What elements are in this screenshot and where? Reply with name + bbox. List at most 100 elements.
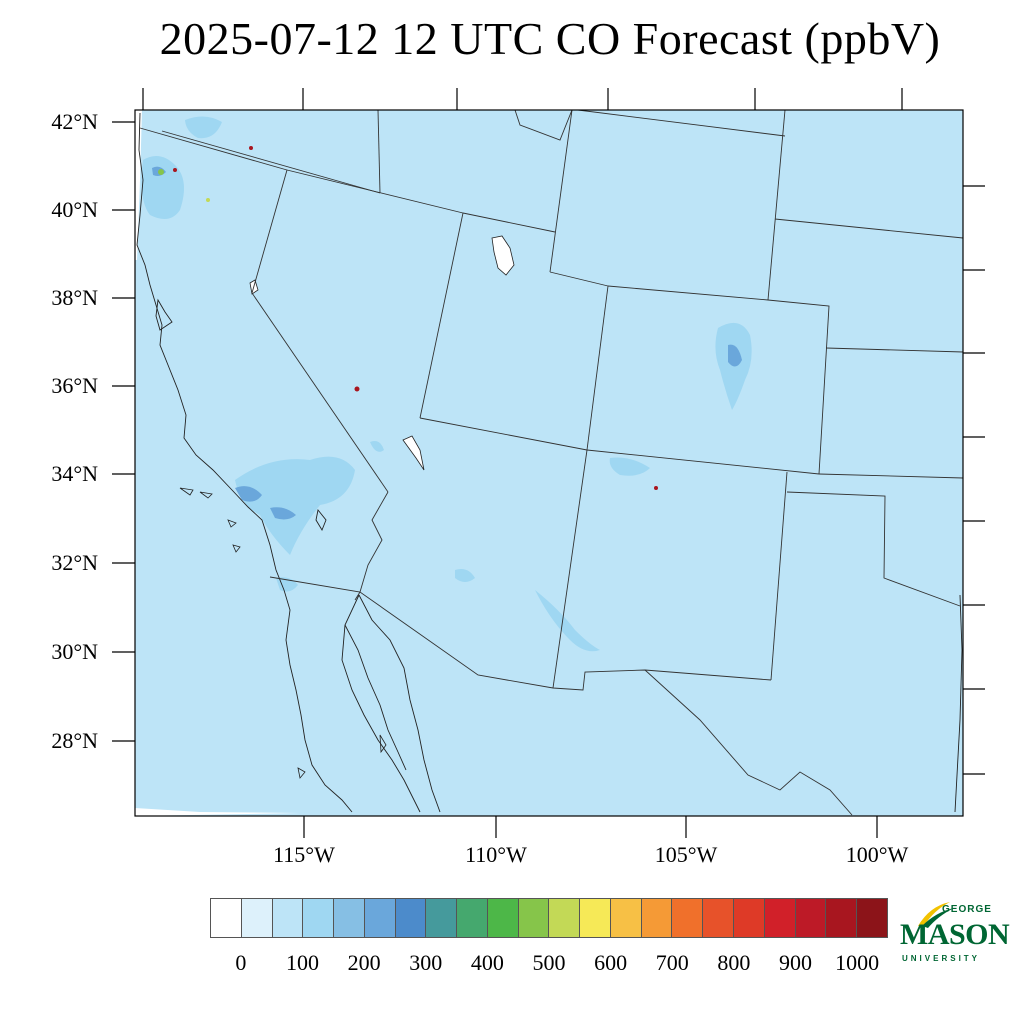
- map-field: [135, 110, 963, 816]
- colorbar-label: 0: [235, 950, 247, 975]
- wy-border-west: [549, 109, 573, 273]
- colorbar-swatch: [334, 899, 365, 937]
- coastlines: [136, 112, 963, 813]
- gulf-of-california-coast: [341, 594, 421, 813]
- wy-north: [577, 109, 786, 137]
- mainland-mexico-coast: [358, 594, 441, 813]
- salton-sea: [315, 508, 327, 532]
- pacific-coastline: [136, 112, 353, 813]
- colorbar-label: 500: [532, 950, 566, 975]
- channel-island: [227, 519, 237, 528]
- oregon-idaho-border: [161, 130, 381, 194]
- baja-east-coast: [344, 624, 407, 771]
- colorbar-swatch: [395, 899, 427, 937]
- colorbar-label: 100: [285, 950, 319, 975]
- channel-island: [179, 487, 194, 496]
- colorbar-swatch: [241, 899, 273, 937]
- lat-label: 28°N: [51, 728, 98, 753]
- co-patch-az: [535, 590, 600, 652]
- lon-label: 110°W: [465, 842, 527, 867]
- colorbar-swatch: [857, 899, 887, 937]
- co-patch-nm: [609, 457, 650, 476]
- colorbar-swatch: [826, 899, 858, 937]
- idaho-montana: [514, 109, 573, 141]
- colorbar-swatch: [364, 899, 396, 937]
- wy-south: [607, 285, 769, 301]
- colorbar-swatch: [641, 899, 673, 937]
- domain-edge-nw: [135, 110, 142, 260]
- ok-ks: [818, 473, 964, 479]
- lat-label: 32°N: [51, 550, 98, 575]
- texas-panhandle: [786, 491, 961, 607]
- gulf-mexico-coast: [954, 594, 963, 813]
- ca-nv-border-north: [251, 169, 288, 294]
- co-patch-oregon: [185, 116, 222, 139]
- co-core-denver: [728, 344, 742, 367]
- sd-nebraska: [774, 218, 964, 239]
- colorbar-swatch: [549, 899, 581, 937]
- colorbar-swatch: [734, 899, 765, 937]
- fire-hotspot: [158, 169, 164, 175]
- lon-label: 115°W: [273, 842, 335, 867]
- co-patch-tucson: [455, 569, 475, 582]
- idaho-east: [377, 109, 381, 194]
- state-boundaries: [139, 109, 964, 816]
- islands: [179, 487, 387, 779]
- colorbar-swatch: [518, 899, 550, 937]
- id-ut-wy: [462, 212, 556, 233]
- wy-east: [767, 109, 786, 301]
- us-mexico-border: [269, 576, 772, 691]
- lon-label: 105°W: [654, 842, 718, 867]
- lakes: [249, 235, 515, 471]
- colorbar-swatch: [457, 899, 488, 937]
- co-patch-vegas: [370, 441, 384, 452]
- channel-island: [199, 491, 213, 499]
- lat-label: 42°N: [51, 109, 98, 134]
- fire-hotspot: [173, 168, 177, 172]
- gmu-logo: GEORGE MASON UNIVERSITY: [898, 900, 1010, 970]
- map-frame: [134, 109, 964, 817]
- co-patch-colorado: [715, 322, 752, 410]
- great-salt-lake: [491, 235, 515, 276]
- fire-hotspot: [654, 486, 658, 490]
- tick-marks: [112, 88, 985, 838]
- channel-island: [297, 767, 306, 779]
- fire-hotspot: [354, 386, 360, 392]
- lat-label: 36°N: [51, 373, 98, 398]
- colorbar-label: 200: [347, 950, 381, 975]
- colorbar-label: 800: [717, 950, 751, 975]
- ks-nebraska: [825, 347, 964, 353]
- lon-label: 100°W: [845, 842, 909, 867]
- channel-island: [232, 544, 241, 553]
- us-mexico-az: [354, 591, 361, 601]
- colorbar-label: 1000: [835, 950, 880, 975]
- az-nm-border: [552, 449, 588, 689]
- logo-university: UNIVERSITY: [902, 954, 981, 963]
- lat-label: 30°N: [51, 639, 98, 664]
- colorbar-swatch: [795, 899, 827, 937]
- fire-hotspots: [158, 146, 658, 490]
- colorbar-label: 600: [594, 950, 628, 975]
- co-core-patches: [152, 166, 742, 520]
- co-patch-socal: [235, 456, 355, 555]
- logo-swoosh-icon: [918, 902, 954, 928]
- colorbar-swatch: [426, 899, 458, 937]
- colorbar-label: 400: [470, 950, 504, 975]
- colorbar-swatch: [303, 899, 335, 937]
- colorbar-swatch: [610, 899, 642, 937]
- colorbar-swatch: [580, 899, 611, 937]
- co-core-la: [235, 486, 262, 502]
- colorbar: [210, 898, 888, 938]
- co-patch-norcal: [141, 156, 184, 219]
- ca-nv-border-diagonal: [251, 292, 389, 493]
- logo-mason: MASON: [900, 918, 1010, 951]
- or-ca-border: [139, 127, 288, 171]
- lat-label: 40°N: [51, 197, 98, 222]
- channel-island: [379, 734, 387, 754]
- lake-mead: [402, 435, 425, 471]
- fire-hotspot: [249, 146, 253, 150]
- lat-label: 34°N: [51, 461, 98, 486]
- domain-edge-sw: [135, 808, 300, 816]
- sf-bay: [155, 298, 173, 331]
